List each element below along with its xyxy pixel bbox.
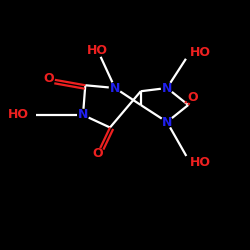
Text: HO: HO xyxy=(190,156,211,169)
Text: N: N xyxy=(110,82,120,94)
Text: N: N xyxy=(162,116,172,128)
Text: O: O xyxy=(187,91,198,104)
Text: O: O xyxy=(92,147,103,160)
Text: HO: HO xyxy=(87,44,108,57)
Text: O: O xyxy=(44,72,54,85)
Text: N: N xyxy=(162,82,172,94)
Text: N: N xyxy=(78,108,88,122)
Text: HO: HO xyxy=(8,108,29,122)
Text: HO: HO xyxy=(190,46,211,59)
